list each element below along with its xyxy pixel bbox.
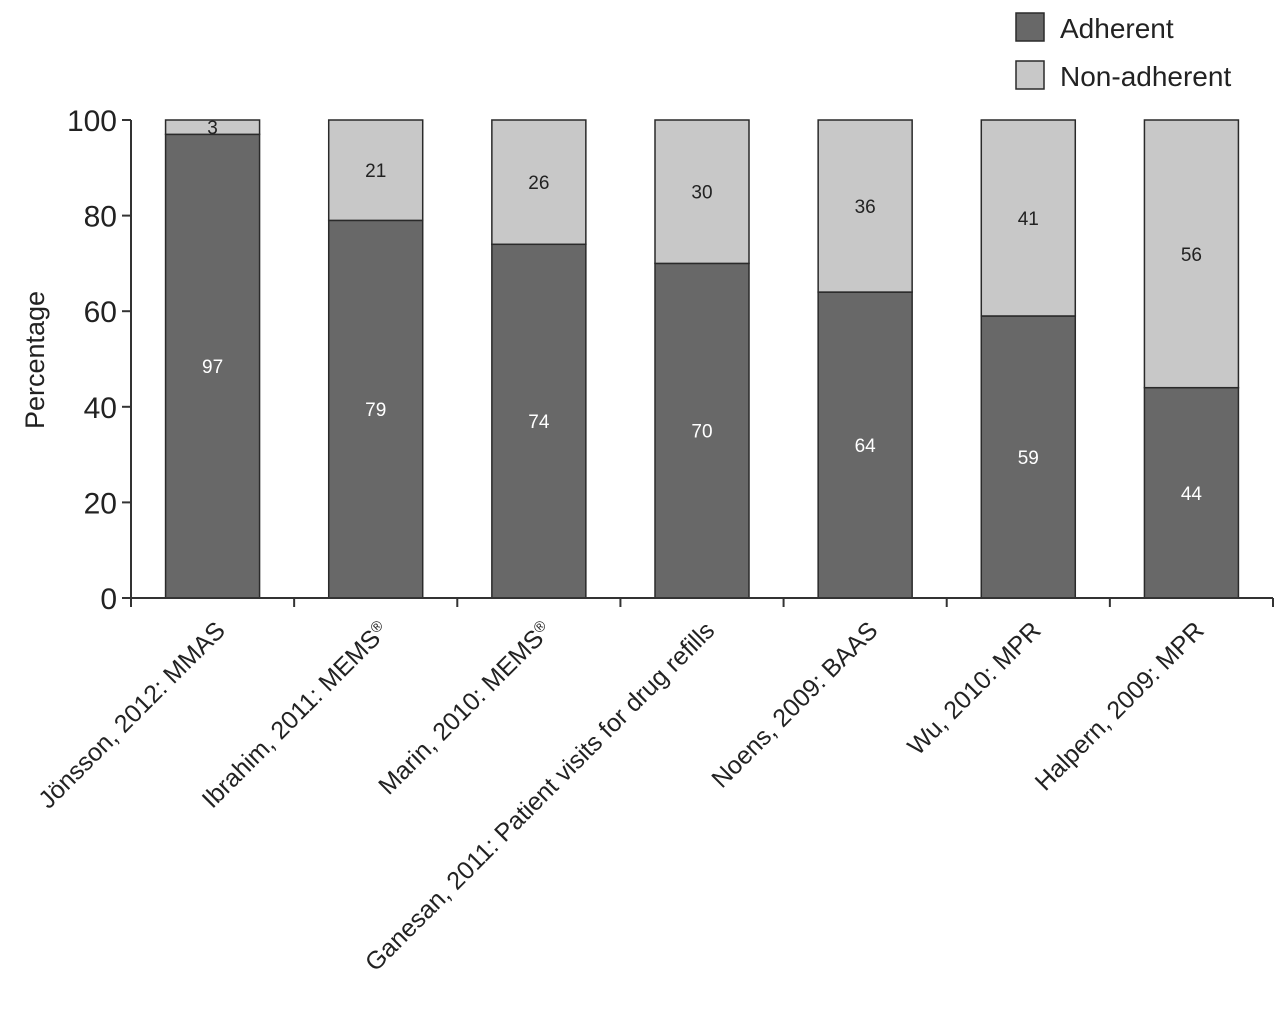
bar-adherent-5 bbox=[817, 291, 913, 599]
x-category-label: Marin, 2010: MEMS® bbox=[373, 616, 557, 800]
y-tick-label: 0 bbox=[100, 583, 117, 616]
x-category-label: Ganesan, 2011: Patient visits for drug r… bbox=[360, 616, 720, 976]
bar-adherent-3 bbox=[491, 243, 587, 599]
legend-swatch-non-adherent bbox=[1015, 60, 1045, 90]
bar-non-adherent-6 bbox=[980, 119, 1077, 317]
bar-adherent-7 bbox=[1143, 386, 1240, 599]
data-label-adherent: 74 bbox=[528, 412, 550, 433]
y-tick-label: 60 bbox=[84, 296, 117, 329]
data-label-adherent: 79 bbox=[365, 400, 386, 421]
bar-non-adherent-7 bbox=[1143, 119, 1240, 389]
y-tick-label: 20 bbox=[84, 487, 117, 520]
y-tick-label: 40 bbox=[84, 392, 117, 425]
bar-non-adherent-4 bbox=[654, 119, 750, 265]
legend: Adherent Non-adherent bbox=[1015, 12, 1231, 92]
bar-non-adherent-3 bbox=[491, 119, 587, 246]
bar-non-adherent-5 bbox=[817, 119, 913, 293]
x-category-label: Noens, 2009: BAAS bbox=[706, 616, 883, 793]
legend-swatch-adherent bbox=[1015, 12, 1045, 42]
data-label-non-adherent: 3 bbox=[207, 118, 218, 139]
data-label-non-adherent: 21 bbox=[365, 161, 386, 182]
x-category-label: Jönsson, 2012: MMAS bbox=[33, 616, 231, 814]
x-category-label: Ibrahim, 2011: MEMS® bbox=[197, 616, 394, 813]
bar-adherent-4 bbox=[654, 262, 750, 599]
bar-adherent-6 bbox=[980, 315, 1077, 599]
data-label-non-adherent: 36 bbox=[855, 197, 876, 218]
bar-adherent-2 bbox=[327, 219, 424, 599]
y-axis: 0 20 40 60 80 100 bbox=[67, 105, 132, 616]
bar-non-adherent-2 bbox=[327, 119, 424, 222]
data-label-adherent: 59 bbox=[1018, 448, 1039, 469]
data-label-adherent: 64 bbox=[855, 436, 877, 457]
data-label-adherent: 97 bbox=[202, 357, 223, 378]
y-tick-label: 100 bbox=[67, 105, 117, 138]
bar-non-adherent-1 bbox=[164, 119, 261, 136]
data-label-non-adherent: 26 bbox=[528, 173, 549, 194]
data-label-non-adherent: 30 bbox=[691, 183, 712, 204]
data-label-non-adherent: 41 bbox=[1018, 209, 1039, 230]
data-label-non-adherent: 56 bbox=[1181, 245, 1202, 266]
x-category-label: Halpern, 2009: MPR bbox=[1030, 616, 1210, 796]
legend-label-non-adherent: Non-adherent bbox=[1060, 61, 1231, 92]
legend-label-adherent: Adherent bbox=[1060, 13, 1174, 44]
data-label-adherent: 44 bbox=[1181, 484, 1203, 505]
bars: 97 3 79 21 74 26 70 30 64 36 59 41 44 56 bbox=[164, 118, 1240, 599]
y-axis-title: Percentage bbox=[20, 291, 50, 429]
y-tick-label: 80 bbox=[84, 201, 117, 234]
data-label-adherent: 70 bbox=[691, 422, 712, 443]
x-category-label: Wu, 2010: MPR bbox=[902, 616, 1046, 760]
